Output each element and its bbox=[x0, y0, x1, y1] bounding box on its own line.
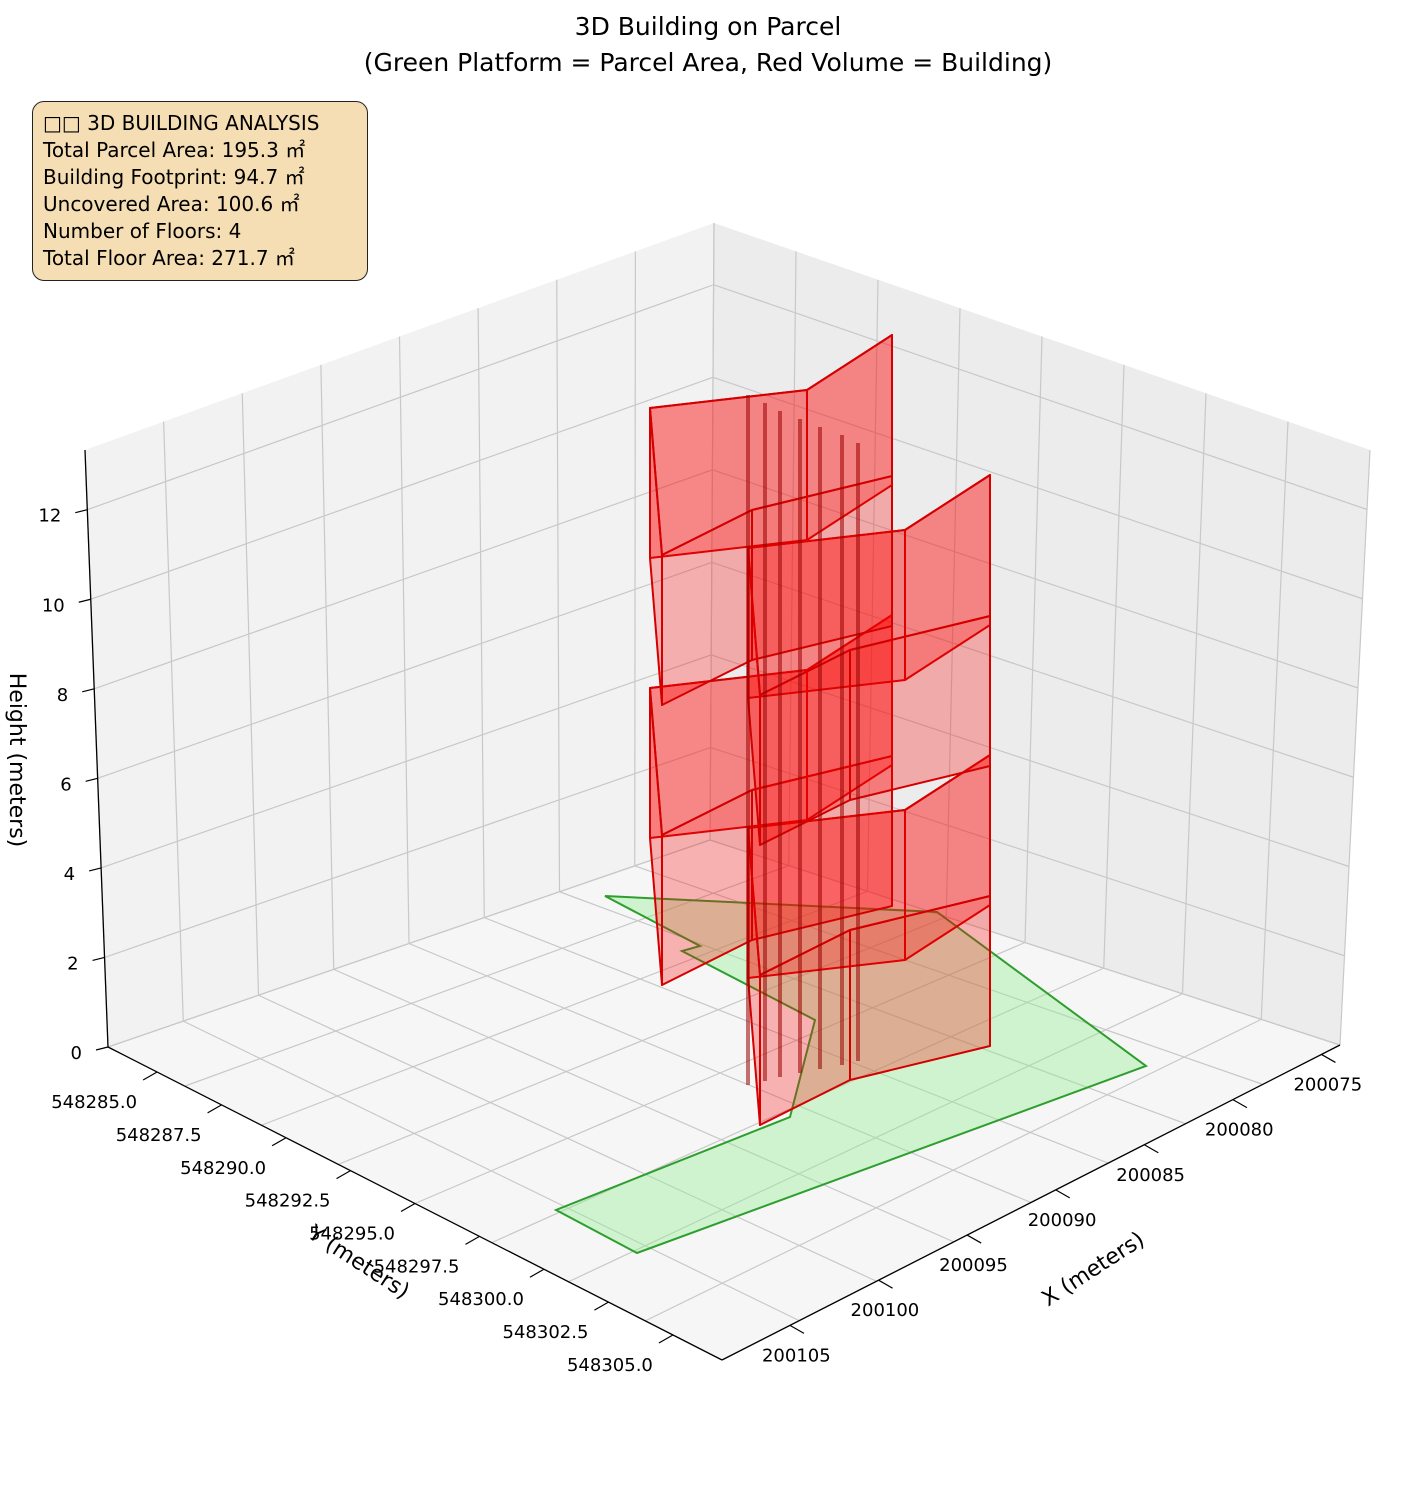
building-volume bbox=[649, 334, 991, 1126]
info-total-floor-area: Total Floor Area: 271.7 ㎡ bbox=[43, 246, 295, 270]
y-tick-label: 548287.5 bbox=[116, 1125, 202, 1146]
x-wall-grid-line bbox=[1103, 364, 1125, 969]
y-tick-label: 548302.5 bbox=[503, 1322, 589, 1343]
floor-1-roof bbox=[747, 754, 991, 976]
y-floor-grid-line bbox=[484, 917, 1109, 1164]
chart-subtitle: (Green Platform = Parcel Area, Red Volum… bbox=[364, 48, 1053, 77]
y-tick-label: 548300.0 bbox=[438, 1289, 524, 1310]
y-floor-grid-line bbox=[258, 994, 877, 1282]
y-tick-mark bbox=[529, 1268, 545, 1278]
y-wall-grid-line bbox=[320, 364, 335, 970]
y-tick-mark bbox=[400, 1202, 416, 1213]
x-axis-line bbox=[721, 1044, 1341, 1361]
z-axis-label: Height (meters) bbox=[4, 673, 29, 848]
x-wall-grid-line bbox=[1260, 421, 1289, 1020]
floor-4-roof bbox=[649, 334, 893, 556]
y-floor-grid-line bbox=[408, 942, 1032, 1204]
x-tick-label: 200095 bbox=[939, 1255, 1008, 1276]
y-tick-label: 548292.5 bbox=[245, 1191, 331, 1212]
y-tick-mark bbox=[658, 1334, 674, 1344]
y-floor-grid-line bbox=[333, 968, 954, 1243]
x-tick-mark bbox=[966, 1234, 982, 1244]
y-wall-grid-line bbox=[634, 251, 636, 866]
x-axis-label: X (meters) bbox=[1038, 1227, 1150, 1312]
y-wall-grid-line bbox=[709, 222, 715, 841]
y-tick-label: 548290.0 bbox=[180, 1158, 266, 1179]
x-wall-grid-line bbox=[1181, 393, 1207, 994]
x-wall-grid-line bbox=[788, 251, 797, 866]
y-tick-label: 548305.0 bbox=[567, 1355, 653, 1376]
z-axis-line bbox=[84, 449, 109, 1048]
x-tick-mark bbox=[878, 1279, 893, 1289]
info-number-of-floors: Number of Floors: 4 bbox=[43, 219, 242, 243]
x-wall-grid-line bbox=[945, 308, 961, 917]
x-tick-label: 200105 bbox=[762, 1345, 831, 1366]
z-tick-label: 2 bbox=[67, 953, 78, 974]
y-floor-grid-line bbox=[182, 1020, 800, 1322]
y-tick-mark bbox=[142, 1071, 158, 1081]
floor-3-roof bbox=[747, 474, 991, 696]
x-tick-label: 200075 bbox=[1293, 1074, 1362, 1095]
x-tick-mark bbox=[1232, 1099, 1248, 1109]
z-tick-mark bbox=[82, 688, 95, 693]
x-tick-mark bbox=[1055, 1189, 1071, 1199]
x-tick-label: 200080 bbox=[1205, 1120, 1274, 1141]
z-tick-mark bbox=[75, 509, 88, 514]
y-tick-mark bbox=[465, 1235, 480, 1245]
y-wall-grid-line bbox=[398, 336, 410, 944]
x-tick-mark bbox=[1144, 1144, 1159, 1154]
y-tick-mark bbox=[336, 1170, 351, 1180]
info-uncovered-area: Uncovered Area: 100.6 ㎡ bbox=[43, 192, 300, 216]
z-tick-label: 6 bbox=[60, 774, 71, 795]
z-tick-mark bbox=[78, 598, 91, 603]
info-box-title: □□ 3D BUILDING ANALYSIS bbox=[43, 111, 320, 135]
y-tick-mark bbox=[271, 1137, 287, 1147]
y-wall-grid-line bbox=[477, 308, 485, 918]
y-tick-label: 548285.0 bbox=[51, 1092, 137, 1113]
z-tick-label: 12 bbox=[38, 506, 61, 527]
z-tick-label: 4 bbox=[64, 864, 75, 885]
y-tick-label: 548295.0 bbox=[309, 1224, 395, 1245]
z-tick-mark bbox=[88, 867, 102, 872]
floor-2-roof bbox=[649, 614, 893, 836]
floor-pane bbox=[108, 840, 1340, 1360]
y-wall-grid-line bbox=[556, 279, 561, 892]
info-parcel-area: Total Parcel Area: 195.3 ㎡ bbox=[43, 138, 306, 162]
z-tick-label: 0 bbox=[71, 1043, 82, 1064]
y-tick-mark bbox=[207, 1104, 222, 1114]
z-tick-mark bbox=[95, 1046, 109, 1051]
y-tick-mark bbox=[594, 1301, 609, 1311]
x-tick-mark bbox=[789, 1324, 805, 1334]
y-tick-label: 548297.5 bbox=[374, 1256, 460, 1277]
z-tick-mark bbox=[92, 956, 105, 962]
x-wall-grid-line bbox=[866, 279, 879, 892]
info-building-footprint: Building Footprint: 94.7 ㎡ bbox=[43, 165, 305, 189]
x-tick-label: 200085 bbox=[1116, 1165, 1185, 1186]
z-tick-label: 8 bbox=[57, 685, 68, 706]
x-wall-grid-line bbox=[1339, 449, 1371, 1046]
z-tick-label: 10 bbox=[42, 595, 65, 616]
x-tick-mark bbox=[1321, 1053, 1336, 1063]
left-back-pane bbox=[85, 223, 714, 1047]
x-wall-grid-line bbox=[1024, 336, 1043, 943]
x-tick-label: 200100 bbox=[851, 1300, 920, 1321]
analysis-info-box: □□ 3D BUILDING ANALYSIS Total Parcel Are… bbox=[32, 101, 368, 281]
chart-title: 3D Building on Parcel bbox=[575, 12, 842, 41]
tick-labels: 0 2 4 6 8 10 12 548285.0 548287.5 548290.0 548292.… bbox=[38, 506, 1362, 1376]
y-wall-grid-line bbox=[163, 421, 184, 1022]
y-floor-grid-line bbox=[559, 891, 1186, 1125]
x-tick-label: 200090 bbox=[1028, 1210, 1097, 1231]
z-tick-mark bbox=[85, 777, 98, 782]
y-floor-grid-line bbox=[709, 839, 1341, 1046]
y-wall-grid-line bbox=[241, 393, 260, 996]
